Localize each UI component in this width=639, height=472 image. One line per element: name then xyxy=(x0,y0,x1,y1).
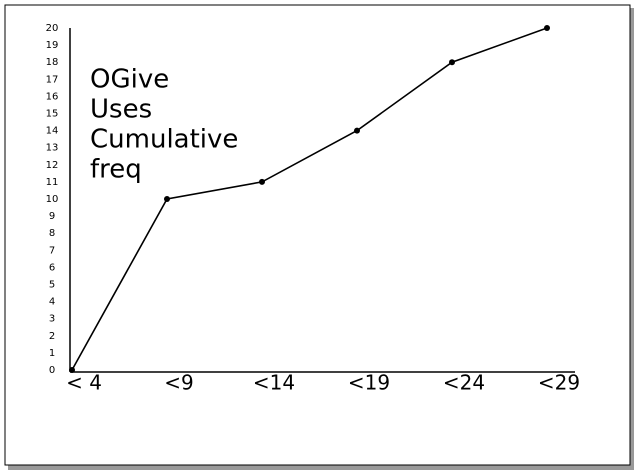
y-tick-label: 2 xyxy=(49,331,55,342)
annotation: Uses xyxy=(90,95,152,125)
y-tick-label: 9 xyxy=(49,211,55,222)
y-tick-label: 6 xyxy=(49,262,55,273)
x-tick-label: <19 xyxy=(348,371,390,395)
y-tick-label: 17 xyxy=(46,74,59,85)
y-tick-label: 19 xyxy=(46,40,59,51)
y-tick-label: 13 xyxy=(46,143,59,154)
y-tick-label: 16 xyxy=(46,91,59,102)
frame xyxy=(4,4,631,466)
y-tick-label: 10 xyxy=(46,194,59,205)
y-tick-label: 11 xyxy=(46,177,59,188)
point xyxy=(69,367,75,373)
y-tick-label: 7 xyxy=(49,245,55,256)
point xyxy=(544,25,550,31)
y-tick-label: 12 xyxy=(46,160,59,171)
y-tick-label: 4 xyxy=(49,297,55,308)
point xyxy=(164,196,170,202)
y-tick-label: 5 xyxy=(49,280,55,291)
y-tick-label: 18 xyxy=(46,57,59,68)
y-tick-label: 1 xyxy=(49,348,55,359)
y-tick-label: 14 xyxy=(46,126,59,137)
x-tick-label: <14 xyxy=(253,371,295,395)
x-tick-label: < 4 xyxy=(66,371,102,395)
x-tick-label: <29 xyxy=(538,371,580,395)
y-tick-label: 15 xyxy=(46,109,59,120)
point xyxy=(449,59,455,66)
y-tick-label: 3 xyxy=(49,314,55,325)
point xyxy=(354,127,360,134)
annotation: freq xyxy=(90,155,142,185)
y-tick-label: 20 xyxy=(46,23,59,34)
x-tick-label: <9 xyxy=(164,371,193,395)
x-tick-label: <24 xyxy=(443,371,485,395)
ogive-line xyxy=(71,27,548,371)
point xyxy=(259,178,265,185)
y-tick-label: 8 xyxy=(49,228,55,239)
y-tick-label: 0 xyxy=(49,365,55,376)
annotation: OGive xyxy=(90,65,169,95)
annotation: Cumulative xyxy=(90,125,238,155)
